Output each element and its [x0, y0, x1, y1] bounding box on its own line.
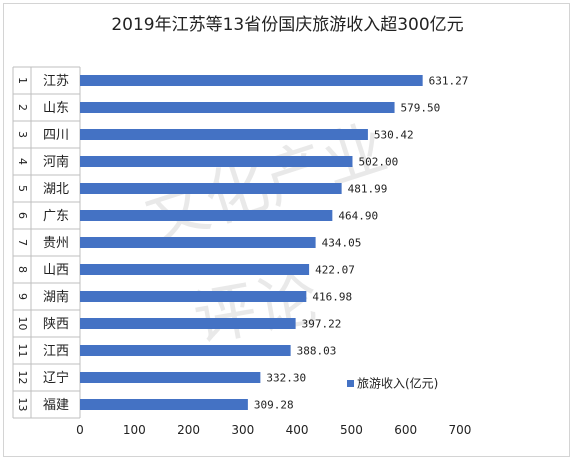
bar	[80, 237, 316, 248]
category-label: 广东	[43, 209, 69, 224]
bar-value-label: 388.03	[297, 345, 337, 358]
bar	[80, 399, 248, 410]
bar-value-label: 631.27	[429, 75, 469, 88]
bar-value-label: 464.90	[338, 210, 378, 223]
bar	[80, 183, 342, 194]
bar-value-label: 502.00	[358, 156, 398, 169]
category-label: 福建	[43, 398, 69, 413]
bar	[80, 129, 368, 140]
rank-label: 9	[16, 293, 29, 300]
bar-value-label: 434.05	[322, 237, 362, 250]
chart-title: 2019年江苏等13省份国庆旅游收入超300亿元	[111, 15, 464, 35]
x-tick-label: 300	[231, 423, 254, 437]
bar	[80, 264, 310, 275]
bar	[80, 345, 291, 356]
rank-label: 2	[16, 104, 29, 111]
x-tick-label: 200	[177, 423, 200, 437]
category-label: 江西	[43, 344, 69, 359]
legend-swatch	[347, 380, 354, 387]
category-label: 四川	[43, 128, 69, 143]
bar-value-label: 332.30	[266, 372, 306, 385]
rank-label: 6	[16, 212, 29, 219]
category-label: 山东	[43, 101, 69, 116]
bar-value-label: 309.28	[254, 399, 294, 412]
bar-value-label: 397.22	[302, 318, 342, 331]
bar-value-label: 579.50	[401, 102, 441, 115]
rank-label: 13	[16, 398, 29, 412]
x-tick-label: 0	[76, 423, 84, 437]
category-label: 辽宁	[43, 370, 69, 386]
category-label: 山西	[43, 263, 69, 278]
category-label: 湖北	[43, 182, 69, 197]
x-tick-label: 700	[449, 423, 472, 437]
x-tick-label: 100	[123, 423, 146, 437]
bar-value-label: 416.98	[312, 291, 352, 304]
bar	[80, 318, 296, 329]
legend-label: 旅游收入(亿元)	[357, 376, 438, 391]
bar-value-label: 530.42	[374, 129, 414, 142]
rank-label: 8	[16, 266, 29, 273]
rank-label: 3	[16, 131, 29, 138]
category-label: 江苏	[43, 73, 69, 89]
x-tick-label: 500	[340, 423, 363, 437]
category-label: 陕西	[43, 317, 69, 332]
bar	[80, 372, 261, 383]
category-label: 湖南	[43, 289, 69, 305]
rank-label: 11	[16, 344, 29, 358]
rank-label: 7	[16, 239, 29, 246]
bar-value-label: 481.99	[348, 183, 388, 196]
rank-label: 1	[16, 77, 29, 84]
bar	[80, 75, 423, 86]
rank-label: 4	[16, 158, 29, 165]
rank-label: 5	[16, 185, 29, 192]
rank-label: 10	[16, 317, 29, 331]
bar	[80, 156, 353, 167]
x-tick-label: 600	[394, 423, 417, 437]
bar	[80, 210, 333, 221]
watermark-bottom: 评论	[188, 262, 323, 355]
bar-value-label: 422.07	[315, 264, 355, 277]
rank-label: 12	[16, 371, 29, 385]
x-tick-label: 400	[286, 423, 309, 437]
bar	[80, 102, 395, 113]
bar	[80, 291, 307, 302]
category-label: 贵州	[43, 236, 69, 251]
category-label: 河南	[43, 154, 69, 170]
